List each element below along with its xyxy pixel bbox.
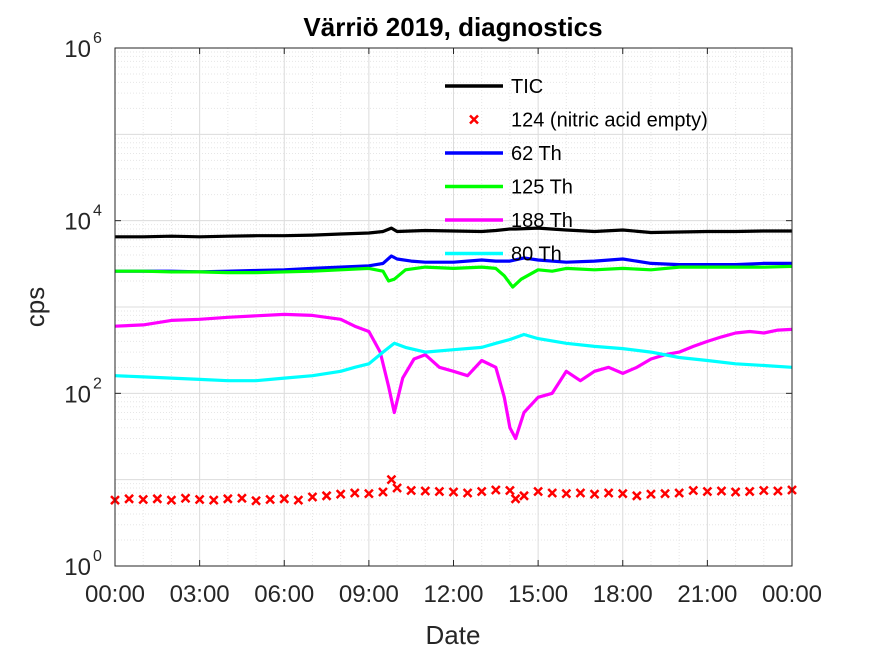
data-point [363,488,374,499]
data-point [237,493,247,504]
series-188-th-line [114,312,793,441]
data-point [434,486,445,497]
x-tick-label: 00:00 [762,581,822,608]
data-point [490,485,501,495]
y-tick-base: 10 [64,36,91,63]
data-point [561,488,572,499]
data-point [222,493,233,504]
data-point [208,495,219,505]
y-tick-label: 10 [64,209,91,236]
y-axis-label: cps [20,287,50,327]
data-point [702,486,713,497]
data-point [138,494,149,505]
data-point [152,493,163,504]
data-point [758,485,769,496]
series-125-th-line [115,264,793,289]
data-point [674,488,685,498]
data-point [349,488,360,498]
data-point [265,494,276,505]
data-point [575,488,586,498]
y-tick-base: 10 [64,554,91,581]
x-tick-label: 18:00 [593,581,653,608]
data-point [180,493,191,504]
data-point [547,488,558,498]
x-tick-label: 00:00 [85,581,145,608]
data-point [533,486,544,497]
data-point [279,493,290,504]
data-point [510,493,521,504]
data-point [392,483,402,493]
x-tick-label: 15:00 [508,581,568,608]
legend: TIC 124 (nitric acid empty) 62 Th 125 Th 188… [445,76,708,266]
legend-label: 80 Th [511,244,562,266]
legend-label: 125 Th [511,177,573,199]
data-point [386,474,397,485]
legend-label: 124 (nitric acid empty) [511,110,708,132]
data-point [505,485,515,496]
data-point [730,487,741,497]
x-tick-label: 06:00 [254,581,314,608]
data-point [335,489,346,500]
grid-layer [114,47,793,567]
legend-label: 188 Th [511,210,573,232]
data-point [293,495,304,505]
data-point [660,488,670,499]
y-tick-base: 10 [64,209,91,236]
data-point [688,485,699,496]
data-point [124,493,134,504]
x-tick-label: 12:00 [423,581,483,608]
data-point [631,490,642,501]
y-tick-base: 10 [64,381,91,408]
data-point [406,485,417,496]
chart-title: Värriö 2019, diagnostics [303,12,602,42]
series-62-th-line [115,254,792,274]
data-point [617,488,628,499]
x-tick-label: 09:00 [339,581,399,608]
data-point [716,486,727,496]
y-tick-exponent: 0 [93,548,102,565]
data-point [251,495,261,506]
y-tick-label: 10 [64,381,91,408]
x-tick-label: 21:00 [677,581,737,608]
data-point [744,486,755,497]
series-tic-line [115,226,792,239]
data-point [307,492,318,502]
legend-swatch [469,114,479,125]
data-point [476,486,487,497]
data-point [378,487,388,497]
x-tick-label: 03:00 [170,581,230,608]
legend-label: TIC [511,76,543,98]
y-tick-label: 10 [64,554,91,581]
data-point [589,489,600,500]
data-point [646,489,656,500]
legend-label: 62 Th [511,143,562,165]
data-point [773,486,783,496]
data-point [321,490,332,501]
data-point [519,490,529,501]
data-point [166,495,177,505]
data-point [462,488,473,498]
series-layer [110,226,797,506]
series-124-nitric-acid-empty-markers [110,474,797,506]
data-point [194,494,205,505]
data-point [603,488,614,498]
y-tick-exponent: 4 [93,203,102,220]
y-tick-label: 10 [64,36,91,63]
tick-layer: 00:00 03:00 06:00 09:00 12:00 15:00 18:00 21:00… [64,30,822,608]
x-axis-label: Date [426,620,481,650]
data-point [448,487,459,497]
y-tick-exponent: 6 [93,30,102,47]
data-point [420,486,431,496]
series-80-th-line [114,332,793,383]
y-tick-exponent: 2 [93,375,102,392]
